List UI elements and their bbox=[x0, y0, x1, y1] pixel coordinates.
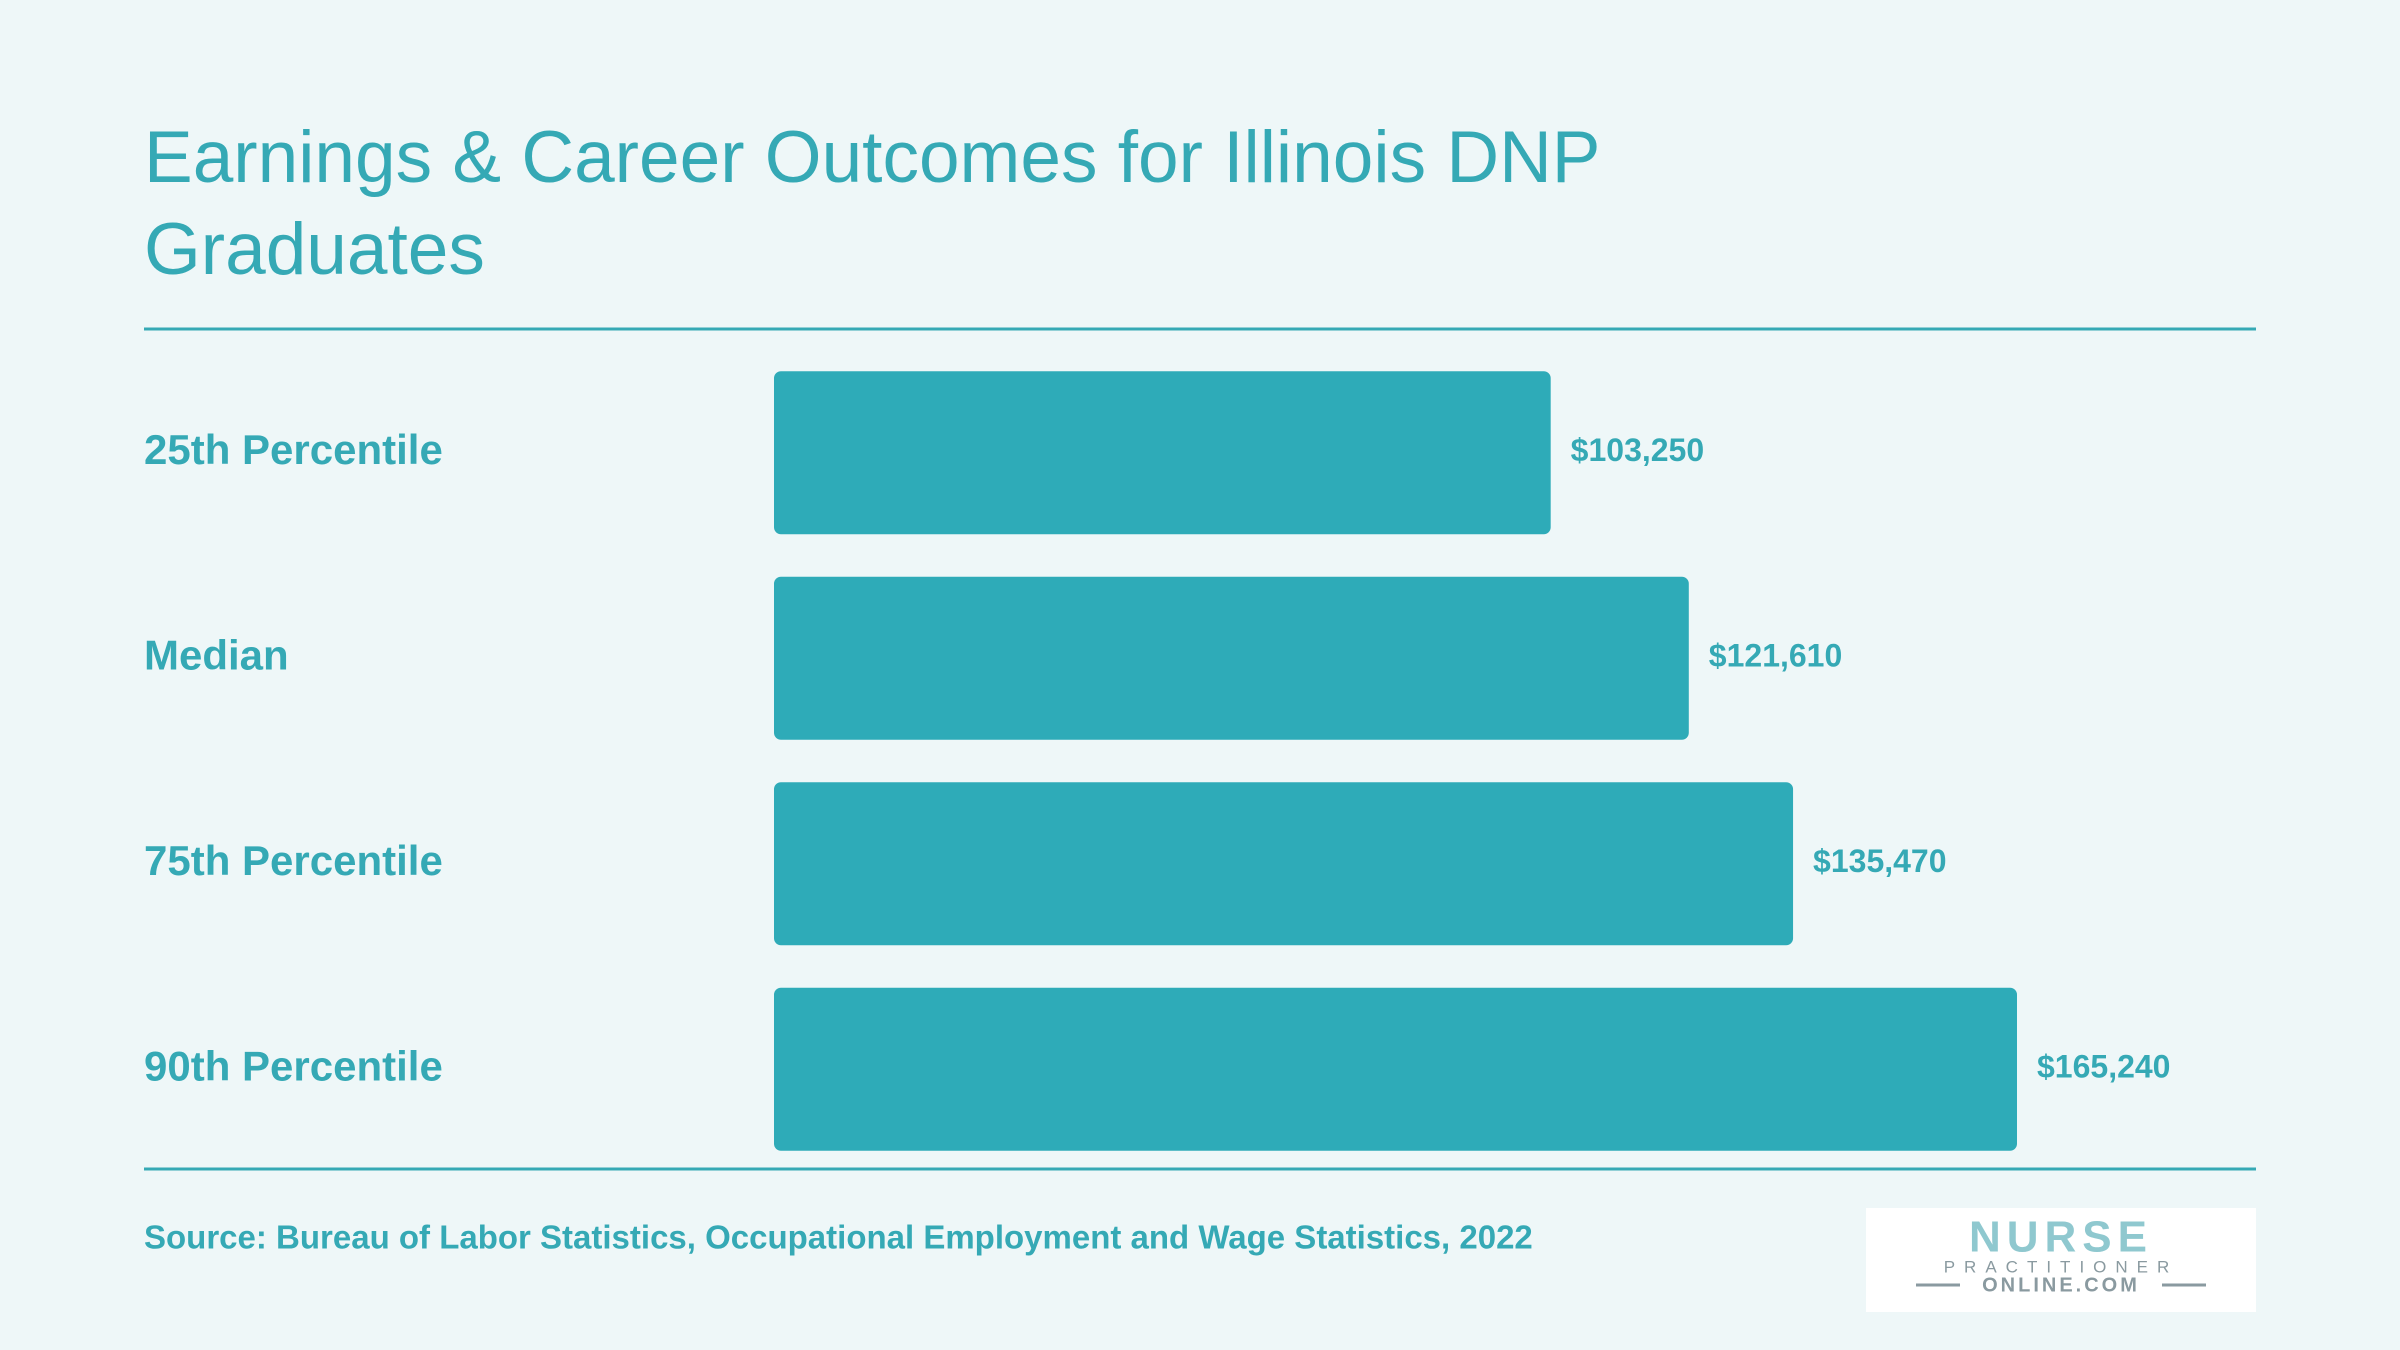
value-label: $135,470 bbox=[1813, 843, 1946, 879]
bar bbox=[774, 576, 1689, 740]
logo-text: PRACTITIONER bbox=[1944, 1257, 2179, 1276]
logo-text: ONLINE.COM bbox=[1982, 1274, 2140, 1296]
logo: NURSE PRACTITIONER ONLINE.COM bbox=[1866, 1208, 2256, 1312]
chart-title: Earnings & Career Outcomes for Illinois … bbox=[144, 117, 1600, 290]
source: Source: Bureau of Labor Statistics, Occu… bbox=[144, 1219, 1533, 1256]
logo-box bbox=[1866, 1208, 2256, 1312]
logo-text: NURSE bbox=[1969, 1213, 2153, 1262]
category-label: Median bbox=[144, 631, 289, 678]
bar bbox=[774, 371, 1551, 535]
category-label: 75th Percentile bbox=[144, 837, 443, 884]
category-label: 25th Percentile bbox=[144, 426, 443, 473]
value-label: $103,250 bbox=[1571, 432, 1704, 468]
value-label: $165,240 bbox=[2037, 1049, 2170, 1085]
value-label: $121,610 bbox=[1709, 638, 1842, 674]
bar bbox=[774, 782, 1794, 946]
category-label: 90th Percentile bbox=[144, 1042, 443, 1089]
bar bbox=[774, 987, 2017, 1151]
